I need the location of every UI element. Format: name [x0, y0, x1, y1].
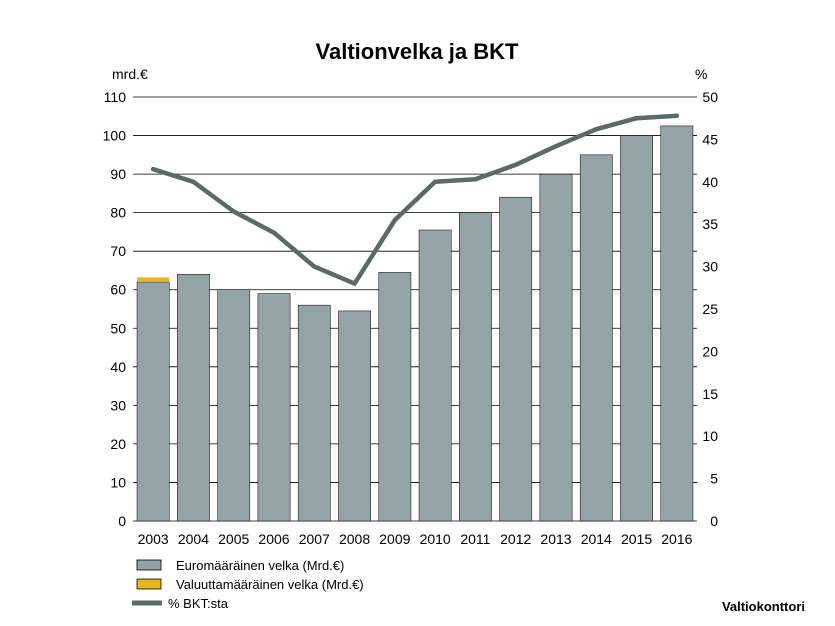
x-tick-label: 2010 [420, 531, 451, 547]
bar-euro-2014 [579, 154, 613, 522]
source-label: Valtiokonttori [722, 599, 805, 614]
right-tick-label: 25 [702, 301, 718, 317]
bars-group [136, 125, 694, 522]
bar-euro-2011 [459, 212, 492, 522]
left-tick-label: 40 [110, 359, 126, 375]
legend: Euromääräinen velka (Mrd.€) Valuuttamäär… [132, 558, 364, 611]
left-axis-unit: mrd.€ [112, 66, 148, 82]
right-tick-label: 40 [702, 174, 718, 190]
x-tick-label: 2008 [339, 531, 370, 547]
right-tick-label: 10 [702, 428, 718, 444]
left-tick-label: 60 [110, 282, 126, 298]
x-tick-label: 2003 [138, 531, 169, 547]
bar-euro-2003 [136, 281, 170, 522]
left-tick-label: 70 [110, 243, 126, 259]
bar-euro-2006 [257, 293, 291, 522]
right-tick-label: 15 [702, 386, 718, 402]
legend-label-euro: Euromääräinen velka (Mrd.€) [176, 558, 344, 573]
x-tick-label: 2006 [258, 531, 289, 547]
left-tick-label: 20 [110, 436, 126, 452]
x-tick-label: 2007 [299, 531, 330, 547]
x-tick-label: 2005 [218, 531, 249, 547]
x-tick-label: 2013 [540, 531, 571, 547]
left-tick-label: 10 [110, 474, 126, 490]
right-tick-label: 50 [702, 89, 718, 105]
right-tick-label: 45 [702, 131, 718, 147]
left-tick-label: 50 [110, 320, 126, 336]
x-tick-label: 2015 [621, 531, 652, 547]
x-axis-ticks: 2003 2004 2005 2006 2007 2008 2009 2010 2011 2012… [138, 531, 693, 547]
right-tick-label: 30 [702, 259, 718, 275]
bar-euro-2013 [539, 173, 573, 522]
right-tick-label: 20 [702, 343, 718, 359]
left-axis-ticks: 0 10 20 30 40 50 60 70 80 90 100 110 [103, 89, 127, 529]
legend-label-currency: Valuuttamääräinen velka (Mrd.€) [176, 577, 364, 592]
bar-euro-2009 [378, 272, 412, 522]
bar-euro-2004 [177, 274, 210, 522]
gdp-ratio-line [150, 113, 680, 286]
bar-euro-2010 [418, 229, 452, 522]
legend-swatch-euro [136, 559, 162, 571]
right-axis-ticks: 0 5 10 15 20 25 30 35 40 45 50 [702, 89, 718, 529]
legend-swatch-currency [136, 578, 162, 590]
chart-title: Valtionvelka ja BKT [316, 39, 520, 64]
right-tick-label: 35 [702, 216, 718, 232]
bar-euro-2008 [338, 310, 371, 522]
left-tick-label: 110 [104, 89, 127, 105]
bar-euro-2015 [620, 135, 653, 522]
x-tick-label: 2012 [500, 531, 531, 547]
x-tick-label: 2011 [460, 531, 490, 547]
left-tick-label: 30 [110, 397, 126, 413]
left-tick-label: 100 [103, 128, 127, 144]
legend-label-gdp: % BKT:sta [168, 596, 229, 611]
bar-euro-2012 [499, 196, 533, 522]
left-tick-label: 80 [110, 205, 126, 221]
line-group [150, 113, 680, 286]
left-tick-label: 0 [118, 513, 126, 529]
x-tick-label: 2014 [581, 531, 612, 547]
right-axis-unit: % [695, 66, 707, 82]
bar-euro-2007 [297, 304, 331, 522]
x-tick-label: 2016 [661, 531, 692, 547]
x-tick-label: 2004 [178, 531, 209, 547]
right-tick-label: 0 [710, 513, 718, 529]
x-tick-label: 2009 [379, 531, 410, 547]
left-tick-label: 90 [110, 166, 126, 182]
bar-currency-2003 [137, 277, 170, 283]
bar-euro-2005 [217, 289, 251, 522]
right-tick-label: 5 [710, 471, 718, 487]
bar-euro-2016 [660, 125, 694, 522]
